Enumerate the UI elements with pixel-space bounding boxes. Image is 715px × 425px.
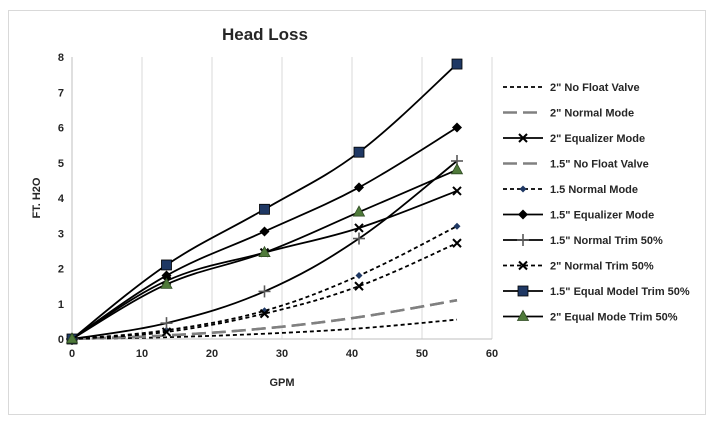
x-tick-label-0: 0: [69, 348, 75, 360]
y-tick-label-2: 2: [58, 264, 64, 276]
y-tick-label-5: 5: [58, 158, 64, 170]
legend-entry-6: 1.5" Equalizer Mode: [503, 209, 654, 222]
series-3-point-5: [452, 186, 462, 196]
series-10-point-3: [258, 245, 271, 258]
legend-label-7: 1.5" Normal Trim 50%: [550, 235, 663, 247]
series-8-point-3: [259, 308, 270, 319]
series-10-point-5: [450, 162, 464, 175]
series-8-point-2: [161, 327, 172, 337]
legend-marker-5: [519, 185, 527, 193]
y-tick-label-8: 8: [58, 52, 64, 64]
y-tick-label-3: 3: [58, 228, 64, 240]
legend-marker-10: [516, 309, 530, 321]
series-7-point-3: [258, 285, 271, 298]
series-9-point-2: [161, 259, 172, 271]
y-tick-label-1: 1: [58, 299, 64, 311]
series-6-point-2: [161, 270, 172, 281]
legend-label-1: 2" No Float Valve: [550, 82, 640, 94]
series-6-point-3: [259, 226, 270, 237]
x-tick-label-30: 30: [276, 348, 288, 360]
legend-entry-1: 2" No Float Valve: [503, 82, 640, 94]
legend-label-5: 1.5 Normal Mode: [550, 184, 638, 196]
axis-layer: 0 10 20 30 40 50 60 0 1 2 3 4 5 6 7 8: [58, 52, 498, 360]
series-8-point-4: [354, 281, 364, 291]
legend-label-8: 2" Normal Trim 50%: [550, 261, 654, 273]
series-line-5: [71, 225, 458, 340]
x-axis-title: GPM: [269, 377, 294, 389]
series-9-point-3: [259, 203, 270, 215]
legend-entry-7: 1.5" Normal Trim 50%: [503, 234, 663, 247]
legend-label-3: 2" Equalizer Mode: [550, 133, 645, 145]
legend-entry-3: 2" Equalizer Mode: [503, 133, 645, 145]
series-5-point-4: [355, 272, 363, 280]
legend-marker-6: [518, 209, 528, 220]
series-line-8: [71, 242, 458, 340]
legend-entry-9: 1.5" Equal Model Trim 50%: [503, 285, 690, 298]
series-9-point-5: [451, 58, 463, 70]
grid-layer: [71, 57, 493, 339]
x-tick-label-10: 10: [136, 348, 148, 360]
legend-label-9: 1.5" Equal Model Trim 50%: [550, 286, 690, 298]
x-tick-label-50: 50: [416, 348, 428, 360]
legend-entry-5: 1.5 Normal Mode: [503, 184, 638, 196]
legend-entry-2: 2" Normal Mode: [503, 108, 634, 120]
y-tick-label-7: 7: [58, 87, 64, 99]
series-6-point-5: [452, 122, 462, 133]
series-7-point-4: [353, 232, 365, 245]
legend-label-10: 2" Equal Mode Trim 50%: [550, 312, 678, 324]
y-tick-label-4: 4: [58, 193, 65, 205]
series-line-1: [71, 318, 458, 340]
series-layer: [65, 58, 464, 345]
legend-entry-10: 2" Equal Mode Trim 50%: [503, 309, 678, 324]
series-10-point-2: [160, 277, 173, 289]
legend-label-4: 1.5" No Float Valve: [550, 159, 649, 171]
legend-marker-3: [518, 133, 528, 143]
chart-title: Head Loss: [222, 25, 308, 44]
series-9-point-4: [353, 146, 365, 158]
series-10-point-4: [352, 205, 366, 217]
legend-label-6: 1.5" Equalizer Mode: [550, 210, 654, 222]
legend-label-2: 2" Normal Mode: [550, 108, 634, 120]
legend-marker-8: [518, 260, 528, 271]
series-5-point-5: [453, 222, 461, 230]
series-8-point-5: [452, 238, 462, 248]
legend-entry-4: 1.5" No Float Valve: [503, 159, 649, 171]
legend-marker-7: [517, 234, 529, 246]
x-tick-label-60: 60: [486, 348, 498, 360]
series-7-point-2: [160, 317, 173, 330]
x-tick-label-40: 40: [346, 348, 358, 360]
series-line-4: [71, 298, 458, 341]
legend-entry-8: 2" Normal Trim 50%: [503, 261, 654, 273]
y-tick-label-6: 6: [58, 123, 64, 135]
y-tick-label-0: 0: [58, 334, 64, 346]
legend-marker-9: [517, 285, 529, 297]
series-3-point-4: [354, 223, 364, 233]
series-6-point-4: [354, 182, 364, 193]
y-axis-title: FT. H2O: [31, 177, 43, 218]
x-tick-label-20: 20: [206, 348, 218, 360]
legend: 2" No Float Valve 2" Normal Mode 2" Equali…: [503, 82, 690, 324]
series-10-point-1: [65, 332, 79, 344]
